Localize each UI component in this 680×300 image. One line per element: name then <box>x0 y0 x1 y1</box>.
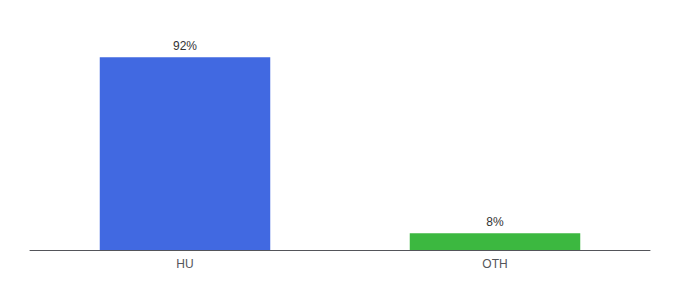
svg-text:OTH: OTH <box>482 257 507 271</box>
svg-text:8%: 8% <box>486 215 504 229</box>
svg-text:92%: 92% <box>173 39 197 53</box>
svg-text:HU: HU <box>176 257 193 271</box>
